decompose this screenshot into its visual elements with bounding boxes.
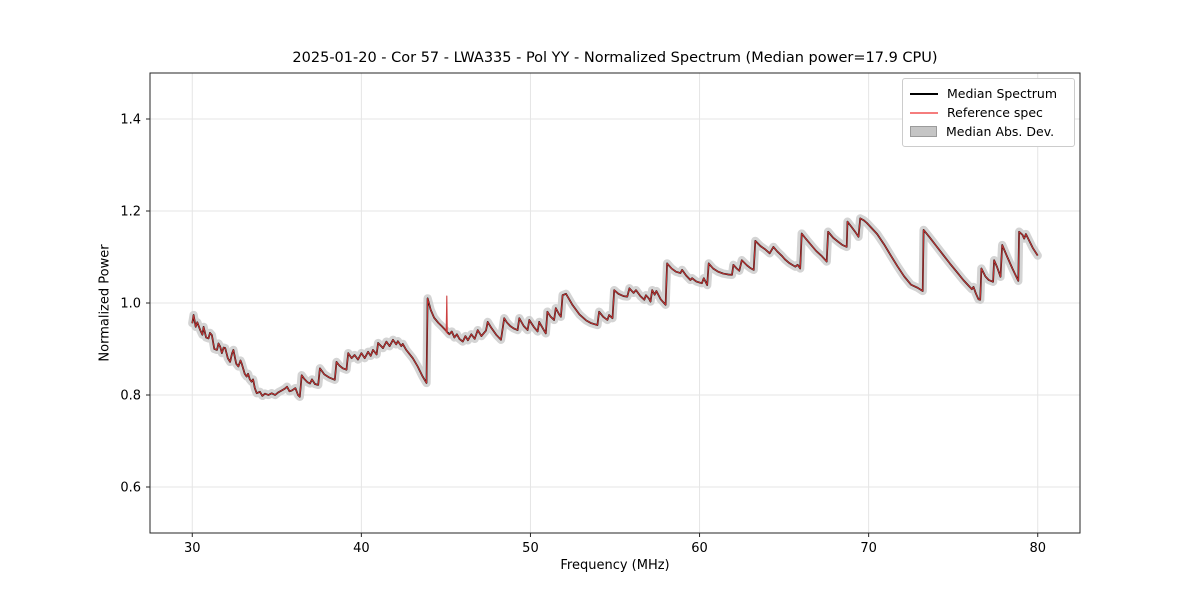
- chart-title: 2025-01-20 - Cor 57 - LWA335 - Pol YY - …: [292, 50, 938, 66]
- legend-item-median-abs-dev: Median Abs. Dev.: [910, 122, 1066, 141]
- y-tick-label: 0.8: [120, 389, 141, 404]
- x-tick-label: 80: [1029, 541, 1046, 556]
- legend-item-reference-spec: Reference spec: [910, 103, 1066, 122]
- legend-item-median-spectrum: Median Spectrum: [910, 84, 1066, 103]
- y-tick-label: 1.4: [120, 113, 141, 128]
- y-tick-label: 0.6: [120, 481, 141, 496]
- y-tick-label: 1.2: [120, 205, 141, 220]
- x-tick-label: 50: [522, 541, 539, 556]
- x-tick-label: 30: [184, 541, 201, 556]
- legend-label: Reference spec: [947, 105, 1043, 120]
- reference-line-swatch: [910, 111, 938, 114]
- x-axis-label: Frequency (MHz): [560, 558, 670, 573]
- median-line-swatch: [910, 92, 938, 95]
- legend-label: Median Spectrum: [947, 86, 1058, 101]
- x-tick-label: 40: [353, 541, 370, 556]
- y-axis-label: Normalized Power: [97, 244, 113, 362]
- y-tick-label: 1.0: [120, 297, 141, 312]
- axis-ticks: [146, 118, 1039, 537]
- legend: Median Spectrum Reference spec Median Ab…: [902, 78, 1075, 147]
- x-tick-label: 70: [860, 541, 877, 556]
- mad-band-swatch: [910, 126, 937, 137]
- x-tick-label: 60: [691, 541, 708, 556]
- legend-label: Median Abs. Dev.: [946, 124, 1055, 139]
- tick-labels: 30 40 50 60 70 80 0.6 0.8 1.0 1.2 1.4: [120, 113, 1046, 557]
- reference-spec-line: [191, 217, 1039, 398]
